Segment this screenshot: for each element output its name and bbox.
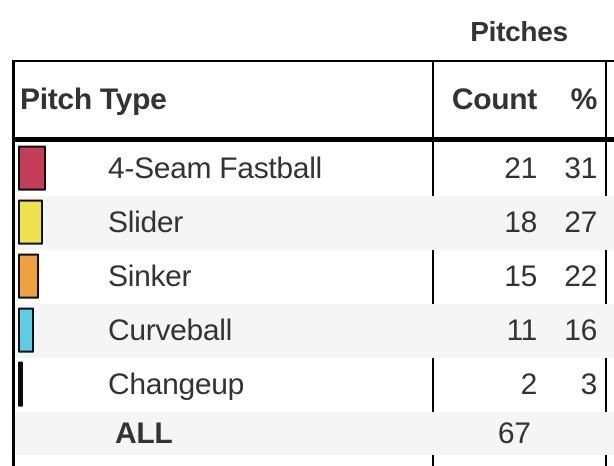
table-row: Changeup 2 3	[15, 358, 614, 412]
pitch-pct: 16	[564, 314, 597, 347]
table-column-divider	[432, 60, 434, 466]
table-right-border	[605, 60, 607, 466]
pitch-name: Sinker	[108, 260, 192, 293]
total-row-pct-empty	[549, 412, 614, 455]
table-top-border	[12, 60, 614, 62]
pitch-color-swatch	[18, 199, 43, 245]
pitch-name: Slider	[108, 206, 183, 239]
pitch-count: 15	[504, 260, 537, 293]
pitch-name: 4-Seam Fastball	[108, 152, 322, 185]
table-header-row: Pitch Type Count %	[15, 62, 614, 137]
section-title-pitches: Pitches	[470, 16, 568, 47]
header-label-pitch-type: Pitch Type	[20, 82, 167, 116]
table-row: Sinker 15 22	[15, 250, 614, 304]
pitch-count: 2	[520, 368, 538, 401]
pitch-count: 18	[504, 206, 537, 239]
table-left-border	[12, 60, 15, 466]
pitch-pct: 22	[564, 260, 597, 293]
total-row-label: ALL	[115, 416, 173, 450]
header-cell-pitch-type: Pitch Type	[15, 62, 432, 137]
pitch-color-swatch	[18, 361, 23, 407]
header-cell-count: Count	[432, 62, 540, 137]
table-row: Slider 18 27	[15, 196, 614, 250]
pitch-count: 21	[504, 152, 537, 185]
table-row: Curveball 11 16	[15, 304, 614, 358]
pitch-pct: 31	[564, 152, 597, 185]
table-total-row: ALL 67	[15, 412, 614, 455]
header-label-count: Count	[451, 82, 537, 116]
pitch-color-swatch	[18, 145, 46, 191]
table-header-rule	[12, 137, 614, 142]
header-label-pct: %	[570, 82, 598, 116]
header-cell-pct: %	[540, 62, 606, 137]
pitch-name: Changeup	[108, 368, 245, 401]
total-row-count: 67	[497, 416, 531, 450]
pitch-count: 11	[506, 314, 537, 347]
pitch-pct: 3	[580, 368, 598, 401]
pitch-pct: 27	[564, 206, 597, 239]
pitch-color-swatch	[18, 253, 39, 299]
pitch-color-swatch	[18, 307, 34, 353]
table-row: 4-Seam Fastball 21 31	[15, 142, 614, 196]
pitch-name: Curveball	[108, 314, 233, 347]
header-cell-cropped	[606, 62, 614, 137]
